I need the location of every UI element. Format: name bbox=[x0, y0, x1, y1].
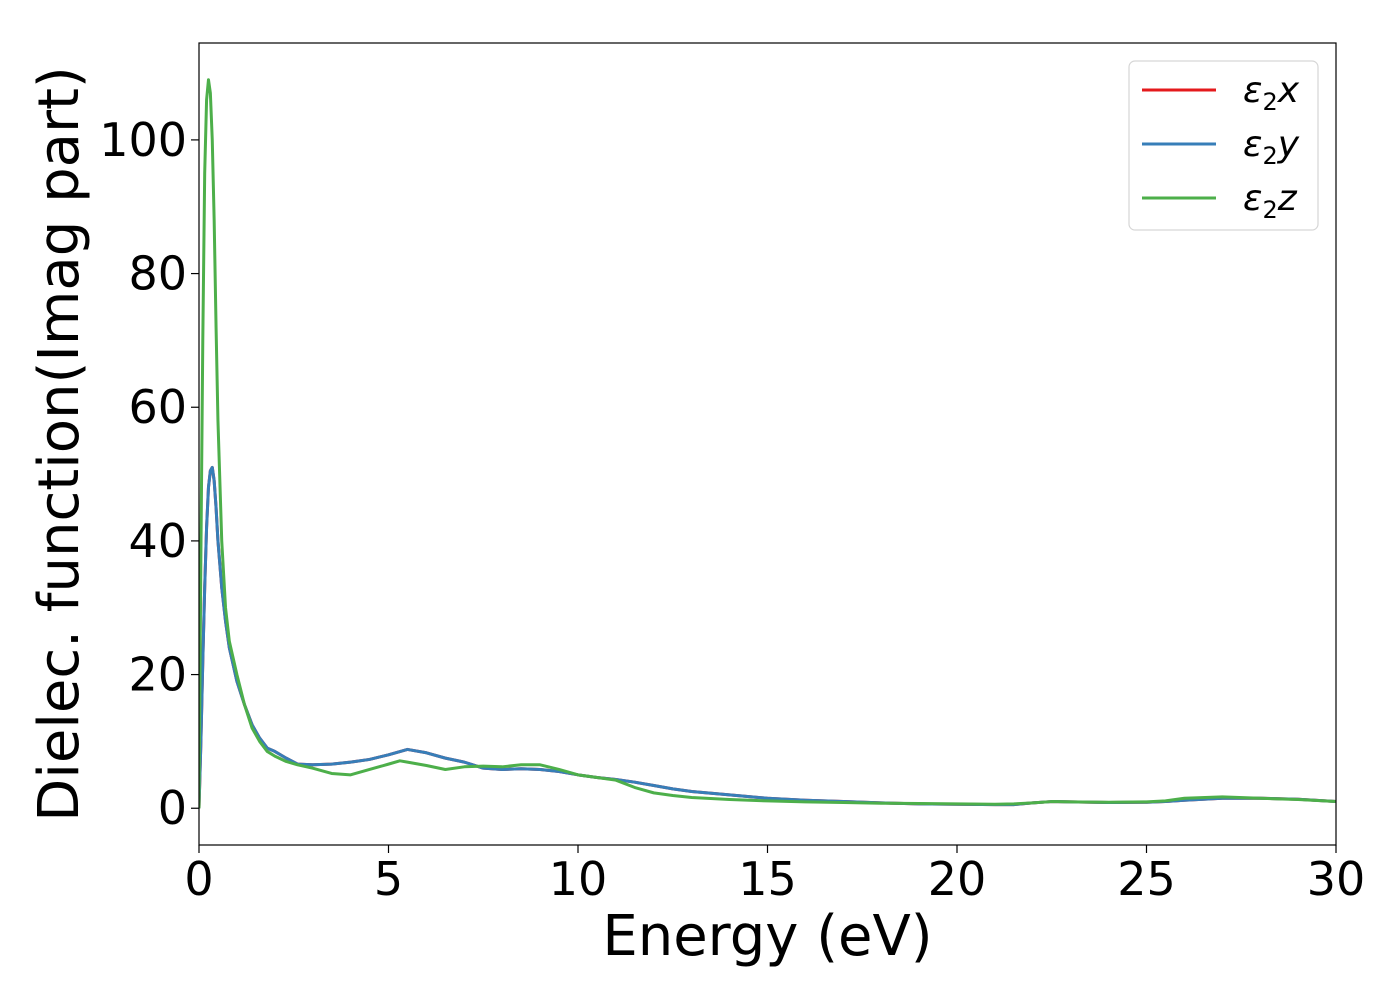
series-line-z bbox=[199, 78, 1336, 809]
x-tick-label: 30 bbox=[1307, 852, 1366, 906]
y-tick-label: 100 bbox=[99, 113, 187, 167]
y-axis-title: Dielec. function(Imag part) bbox=[27, 66, 92, 822]
plot-area bbox=[199, 78, 1336, 809]
x-tick-label: 0 bbox=[184, 852, 213, 906]
legend-label: ε2y bbox=[1243, 124, 1300, 170]
x-tick-label: 20 bbox=[928, 852, 987, 906]
y-tick-label: 60 bbox=[128, 380, 187, 434]
legend-item-z: ε2z bbox=[1142, 178, 1298, 224]
x-axis-title: Energy (eV) bbox=[602, 904, 932, 969]
y-tick-label: 0 bbox=[158, 781, 187, 835]
y-tick-label: 20 bbox=[128, 648, 187, 702]
x-tick-label: 10 bbox=[549, 852, 608, 906]
legend-box bbox=[1128, 60, 1319, 231]
x-tick-label: 5 bbox=[374, 852, 403, 906]
y-axis-ticks: 0 20 40 60 80 100 bbox=[99, 113, 199, 835]
x-tick-label: 15 bbox=[738, 852, 797, 906]
legend: ε2x ε2y ε2z bbox=[1128, 60, 1319, 231]
y-tick-label: 80 bbox=[128, 247, 187, 301]
x-axis-ticks: 0 5 10 15 20 25 30 bbox=[184, 845, 1365, 906]
series-line-y bbox=[199, 465, 1336, 809]
legend-item-y: ε2y bbox=[1142, 124, 1300, 170]
series-line-x bbox=[199, 465, 1336, 809]
legend-item-x: ε2x bbox=[1142, 70, 1300, 116]
legend-label: ε2z bbox=[1243, 178, 1298, 224]
y-tick-label: 40 bbox=[128, 514, 187, 568]
x-tick-label: 25 bbox=[1117, 852, 1176, 906]
legend-label: ε2x bbox=[1243, 70, 1300, 116]
